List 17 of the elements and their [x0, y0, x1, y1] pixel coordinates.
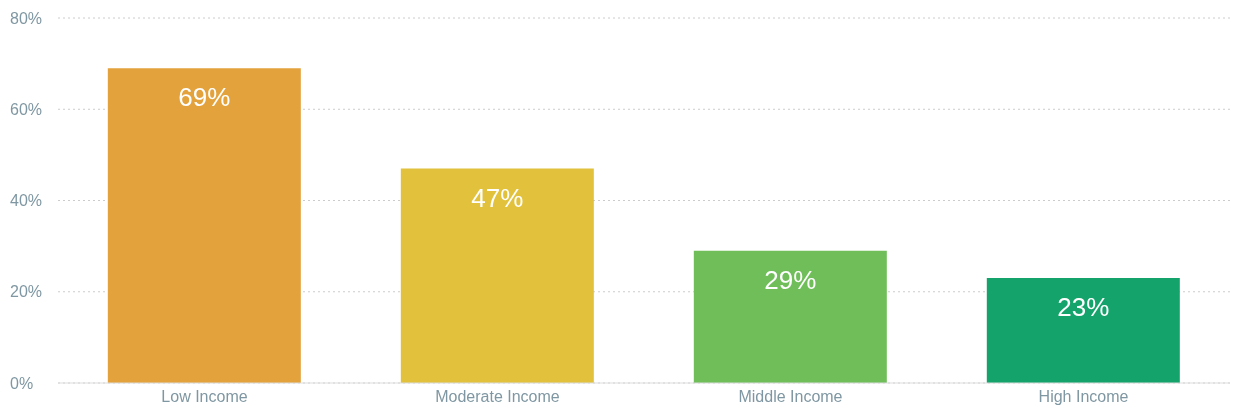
x-tick-label: Moderate Income: [435, 388, 560, 406]
y-tick-label: 80%: [10, 9, 43, 27]
data-label: 69%: [178, 82, 231, 113]
y-tick-label: 20%: [10, 283, 43, 301]
data-label: 29%: [764, 264, 817, 295]
y-tick-label: 60%: [10, 100, 43, 118]
bar: [400, 168, 594, 383]
y-tick-label: 40%: [10, 192, 43, 210]
bar: [693, 250, 887, 383]
data-label: 47%: [471, 182, 524, 213]
data-label: 23%: [1057, 292, 1110, 323]
bar: [107, 68, 301, 383]
y-tick-label: 0%: [10, 374, 34, 392]
x-tick-label: High Income: [1038, 388, 1129, 406]
x-tick-label: Low Income: [161, 388, 248, 406]
x-tick-label: Middle Income: [738, 388, 843, 406]
bar: [986, 278, 1180, 383]
